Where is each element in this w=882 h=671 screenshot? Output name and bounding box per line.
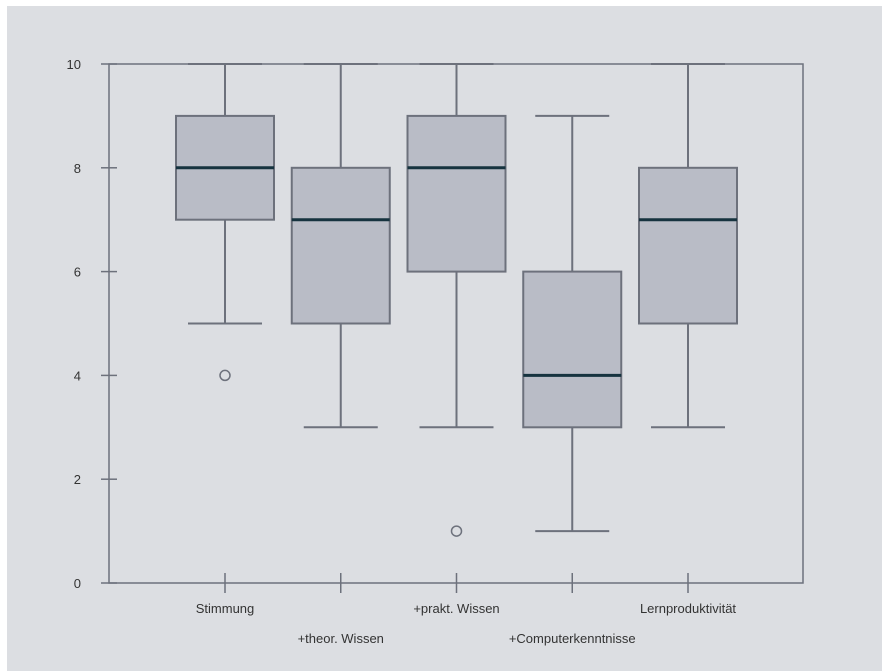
iqr-box bbox=[522, 270, 623, 429]
iqr-box bbox=[290, 166, 391, 325]
outlier-point bbox=[450, 525, 463, 537]
iqr-box bbox=[638, 166, 738, 325]
y-tick-label: 8 bbox=[74, 161, 81, 176]
outlier-point bbox=[219, 369, 231, 382]
y-tick-label: 4 bbox=[74, 368, 81, 383]
x-tick-label: +theor. Wissen bbox=[298, 631, 384, 646]
box-1 bbox=[175, 63, 275, 382]
box-2 bbox=[290, 63, 391, 429]
x-tick-label: Stimmung bbox=[196, 601, 255, 616]
iqr-box bbox=[406, 114, 507, 273]
y-tick-label: 10 bbox=[67, 57, 81, 72]
y-tick-label: 2 bbox=[74, 472, 81, 487]
tick-labels: 0 2 4 6 8 10 Stimmung +theor. Wissen +prakt. Wis… bbox=[67, 57, 737, 646]
box-4 bbox=[522, 114, 623, 533]
y-tick-label: 0 bbox=[74, 576, 81, 591]
x-tick-label: +Computerkenntnisse bbox=[509, 631, 636, 646]
box-5 bbox=[638, 63, 738, 429]
y-tick-label: 6 bbox=[74, 265, 81, 280]
box-series bbox=[175, 63, 738, 537]
x-tick-label: Lernproduktivität bbox=[640, 601, 736, 616]
x-tick-label: +prakt. Wissen bbox=[413, 601, 499, 616]
box-3 bbox=[406, 63, 507, 537]
